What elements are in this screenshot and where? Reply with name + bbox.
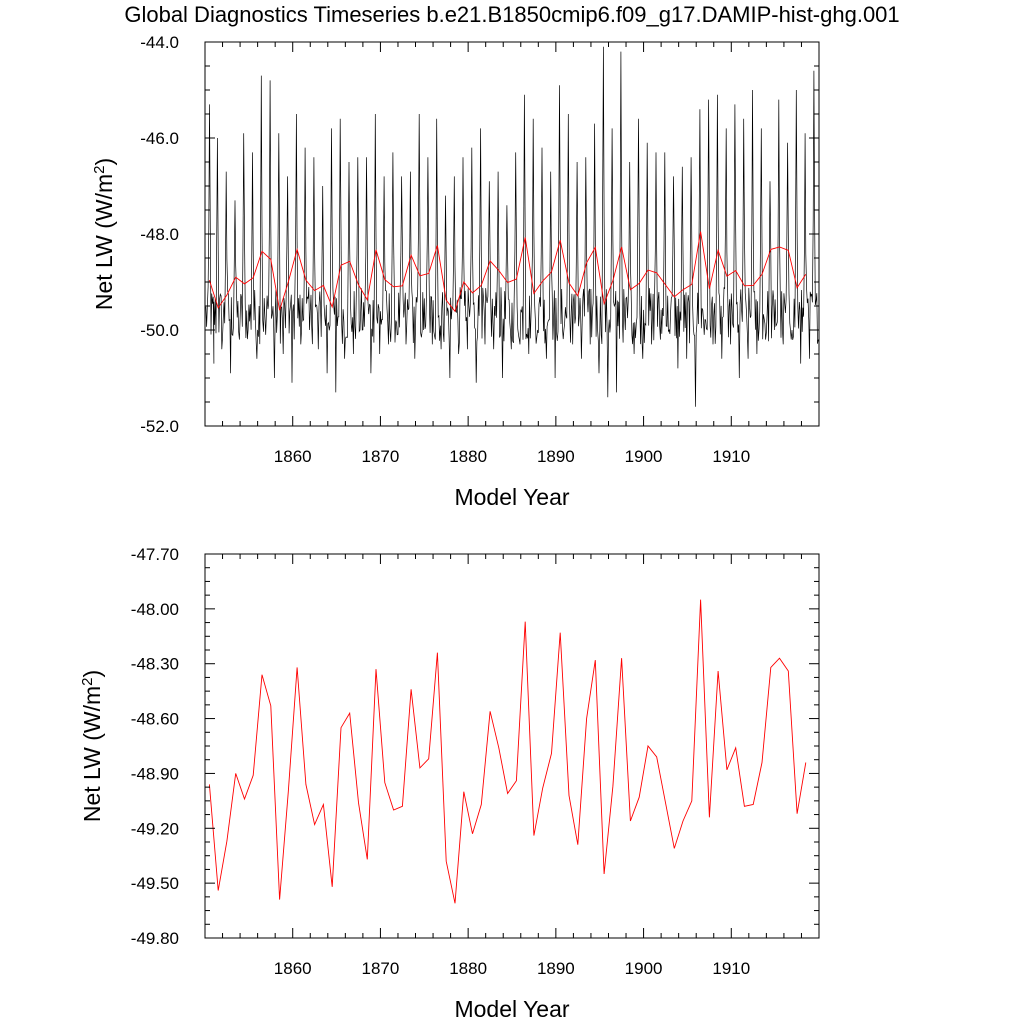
bottom-y-tick-label: -49.50 [131,874,179,893]
top-x-tick-label: 1860 [274,447,312,466]
top-y-axis-title: Net LW (W/m2) [91,158,118,310]
top-panel: 1860 1870 1880 1890 1900 1910 -52.0 -50.0 -48.0 -… [91,33,820,510]
bottom-x-tick-label: 1890 [537,959,575,978]
bottom-x-tick-label: 1880 [449,959,487,978]
bottom-plot-frame [204,553,820,939]
bottom-x-axis-title: Model Year [454,996,569,1022]
top-series-layer [205,46,819,407]
top-tick-layer: 1860 1870 1880 1890 1900 1910 -52.0 -50.0 -48.0 -… [140,33,820,466]
top-x-tick-label: 1900 [625,447,663,466]
bottom-x-tick-label: 1900 [625,959,663,978]
top-y-tick-label: -44.0 [140,33,179,52]
top-x-axis-title: Model Year [454,484,569,510]
bottom-y-tick-label: -48.60 [131,710,179,729]
bottom-tick-layer: 1860 1870 1880 1890 1900 1910 -49.80 -49.50 -49.… [131,545,820,978]
top-series-monthly [205,46,819,407]
top-y-tick-label: -52.0 [140,417,179,436]
bottom-y-tick-label: -47.70 [131,545,179,564]
chart-title: Global Diagnostics Timeseries b.e21.B185… [124,2,899,27]
bottom-y-tick-label: -49.80 [131,929,179,948]
bottom-series-annual [208,599,807,904]
bottom-series-layer [208,599,807,904]
bottom-x-tick-label: 1860 [274,959,312,978]
top-x-tick-label: 1890 [537,447,575,466]
bottom-x-tick-label: 1870 [362,959,400,978]
top-x-tick-label: 1870 [362,447,400,466]
bottom-y-axis-title: Net LW (W/m2) [79,670,106,822]
bottom-y-tick-label: -48.30 [131,655,179,674]
bottom-x-tick-label: 1910 [712,959,750,978]
bottom-y-tick-label: -48.00 [131,600,179,619]
top-y-tick-label: -50.0 [140,321,179,340]
top-x-tick-label: 1910 [712,447,750,466]
top-x-tick-label: 1880 [449,447,487,466]
top-y-tick-label: -48.0 [140,225,179,244]
top-y-tick-label: -46.0 [140,129,179,148]
bottom-y-tick-label: -48.90 [131,764,179,783]
bottom-y-tick-label: -49.20 [131,819,179,838]
bottom-panel: 1860 1870 1880 1890 1900 1910 -49.80 -49.50 -49.… [79,545,820,1022]
